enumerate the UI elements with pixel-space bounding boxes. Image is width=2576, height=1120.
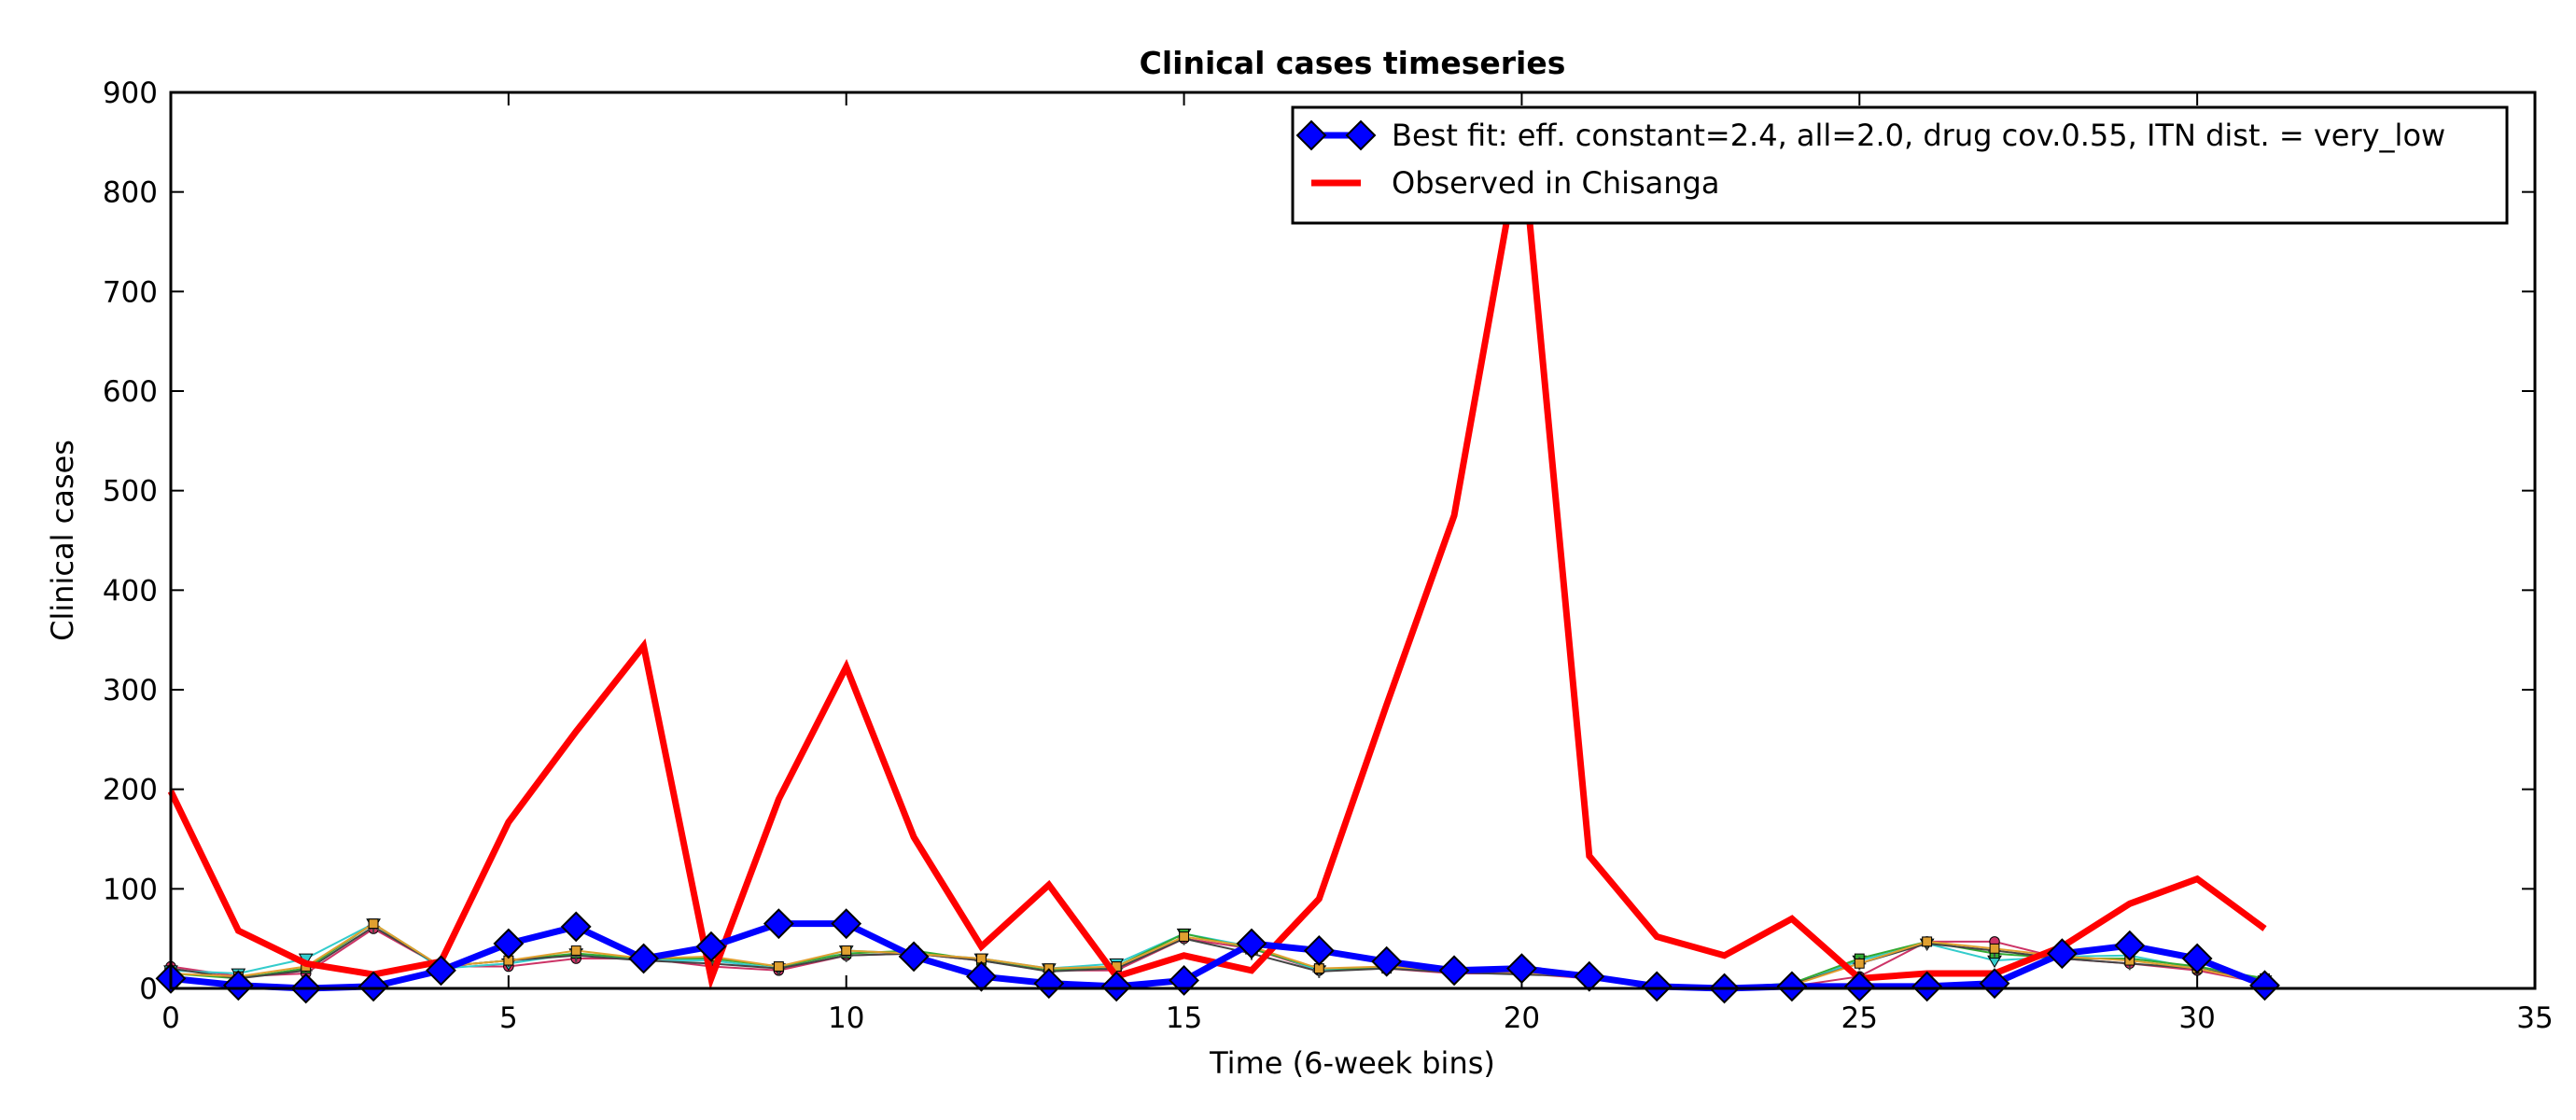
y-tick-label: 400 [103,574,158,608]
plot-frame [169,91,2537,990]
x-tick-label: 10 [828,1001,864,1035]
x-tick-label: 25 [1841,1001,1878,1035]
data-point [1438,955,1470,987]
series-best-fit-0 [155,908,2280,1004]
data-point [1776,971,1808,1002]
legend-label: Observed in Chisanga [1392,165,1719,201]
y-tick-label: 500 [103,475,158,509]
data-point [1641,971,1673,1002]
legend-box [1291,105,2509,225]
x-axis-label: Time (6-week bins) [1209,1045,1495,1081]
data-point [493,928,525,959]
data-point [1843,971,1875,1002]
data-point [222,970,254,1001]
data-point [426,955,456,987]
x-tick-label: 0 [161,1001,180,1035]
data-point [2181,943,2213,974]
data-point [1100,971,1132,1002]
data-point [1911,971,1943,1002]
data-point [560,911,592,943]
x-tick-label: 15 [1166,1001,1202,1035]
data-point [773,961,784,972]
data-point [841,945,852,956]
data-point [628,943,660,974]
data-point [1371,945,1403,977]
data-point [357,971,389,1002]
data-point [1979,968,2010,1000]
data-point [695,931,727,962]
data-point [2114,930,2146,961]
data-point [1179,931,1189,942]
data-point [2046,938,2078,970]
y-tick-label: 300 [103,674,158,707]
plot-series [155,136,2280,1004]
data-point [1854,958,1865,969]
chart-title: Clinical cases timeseries [1140,45,1566,81]
data-point [1236,928,1267,959]
data-point [898,941,930,973]
y-tick-label: 900 [103,77,158,110]
data-point [570,945,581,956]
legend-marker [1295,119,1327,151]
data-point [1303,935,1335,966]
data-point [1922,936,1933,947]
legend: Best fit: eff. constant=2.4, all=2.0, dr… [1291,105,2509,225]
data-point [1033,968,1065,1000]
y-tick-label: 600 [103,375,158,409]
legend-marker [1345,119,1377,151]
data-point [966,960,997,992]
y-tick-label: 200 [103,774,158,807]
x-tick-label: 30 [2178,1001,2215,1035]
data-point [368,918,379,930]
y-tick-label: 0 [139,973,158,1006]
x-tick-label: 20 [1504,1001,1540,1035]
legend-label: Best fit: eff. constant=2.4, all=2.0, dr… [1392,118,2445,153]
data-point [1989,943,2000,954]
data-point [1574,960,1605,992]
y-tick-label: 700 [103,275,158,309]
data-point [2249,970,2280,1001]
x-tick-label: 5 [499,1001,518,1035]
data-point [831,908,862,940]
y-tick-label: 800 [103,176,158,210]
x-tick-label: 35 [2516,1001,2553,1035]
axis-ticks: 0 5 10 15 20 25 30 35 0 100 200 300 400 500 600 700 800 9… [103,77,2554,1035]
series-line [170,922,2265,990]
legend-entry: Best fit: eff. constant=2.4, all=2.0, dr… [1295,118,2445,153]
data-point [763,908,794,940]
y-axis-label: Clinical cases [45,440,80,641]
y-tick-label: 100 [103,873,158,906]
data-point [1506,953,1537,985]
legend-entry: Observed in Chisanga [1311,165,1719,201]
